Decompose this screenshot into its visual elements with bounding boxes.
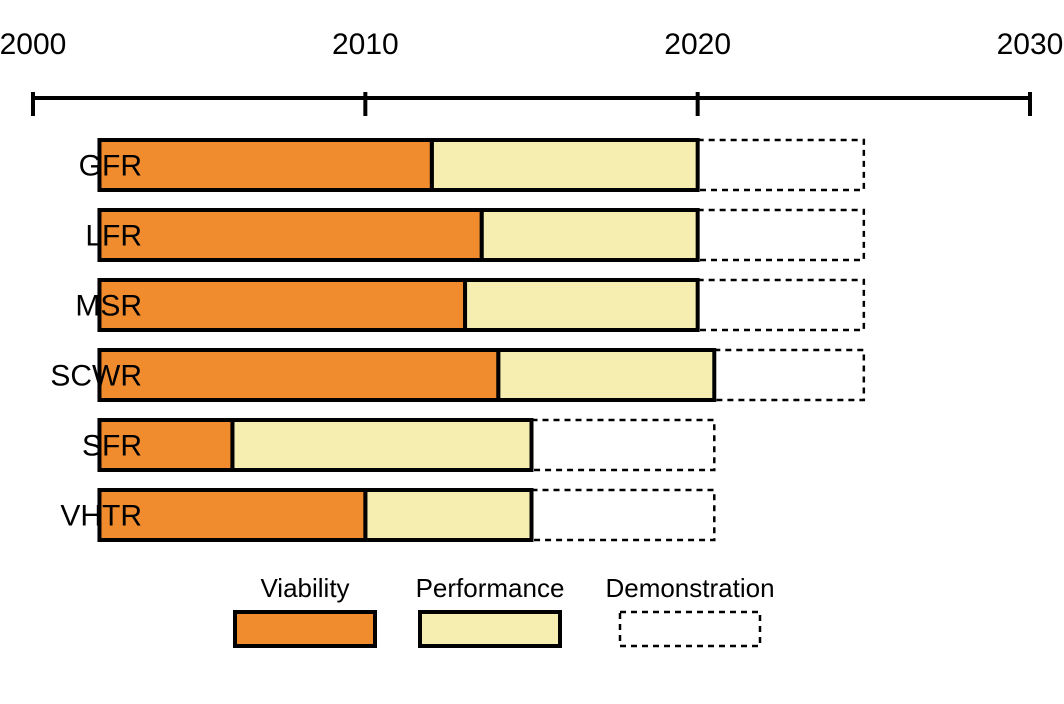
bar-performance [465, 280, 698, 330]
row-label: LFR [85, 220, 142, 253]
axis-tick-label: 2020 [664, 28, 731, 61]
row-label: GFR [79, 150, 142, 183]
bar-demonstration [714, 350, 864, 400]
bar-demonstration [698, 210, 864, 260]
timeline-row: SCWR [50, 350, 863, 400]
timeline-row: GFR [79, 140, 864, 190]
legend-swatch-viability [235, 612, 375, 646]
legend-swatch-performance [420, 612, 560, 646]
bar-viability [99, 350, 498, 400]
legend-swatch-demonstration [620, 612, 760, 646]
row-label: MSR [75, 290, 142, 323]
legend-label-demonstration: Demonstration [605, 573, 774, 603]
timeline-row: VHTR [60, 490, 714, 540]
timeline-row: MSR [75, 280, 864, 330]
bar-performance [432, 140, 698, 190]
bar-performance [232, 420, 531, 470]
legend-label-viability: Viability [260, 573, 349, 603]
axis-tick-label: 2010 [332, 28, 399, 61]
bar-demonstration [532, 490, 715, 540]
bar-viability [99, 210, 481, 260]
row-label: SCWR [50, 360, 142, 393]
x-axis: 2000 2010 2020 2030 [0, 28, 1063, 116]
bar-performance [498, 350, 714, 400]
axis-tick-label: 2030 [997, 28, 1064, 61]
timeline-row: SFR [82, 420, 714, 470]
bar-viability [99, 140, 431, 190]
row-label: VHTR [60, 500, 142, 533]
timeline-row: LFR [85, 210, 864, 260]
timeline-chart: 2000 2010 2020 2030 GFR LFR MSR SCWR SFR VHTR Viab… [0, 0, 1064, 704]
bar-demonstration [698, 140, 864, 190]
bar-demonstration [532, 420, 715, 470]
legend-label-performance: Performance [416, 573, 565, 603]
axis-tick-label: 2000 [0, 28, 66, 61]
legend: Viability Performance Demonstration [235, 573, 775, 646]
bar-viability [99, 280, 465, 330]
bar-performance [365, 490, 531, 540]
bar-demonstration [698, 280, 864, 330]
bar-performance [482, 210, 698, 260]
row-label: SFR [82, 430, 142, 463]
